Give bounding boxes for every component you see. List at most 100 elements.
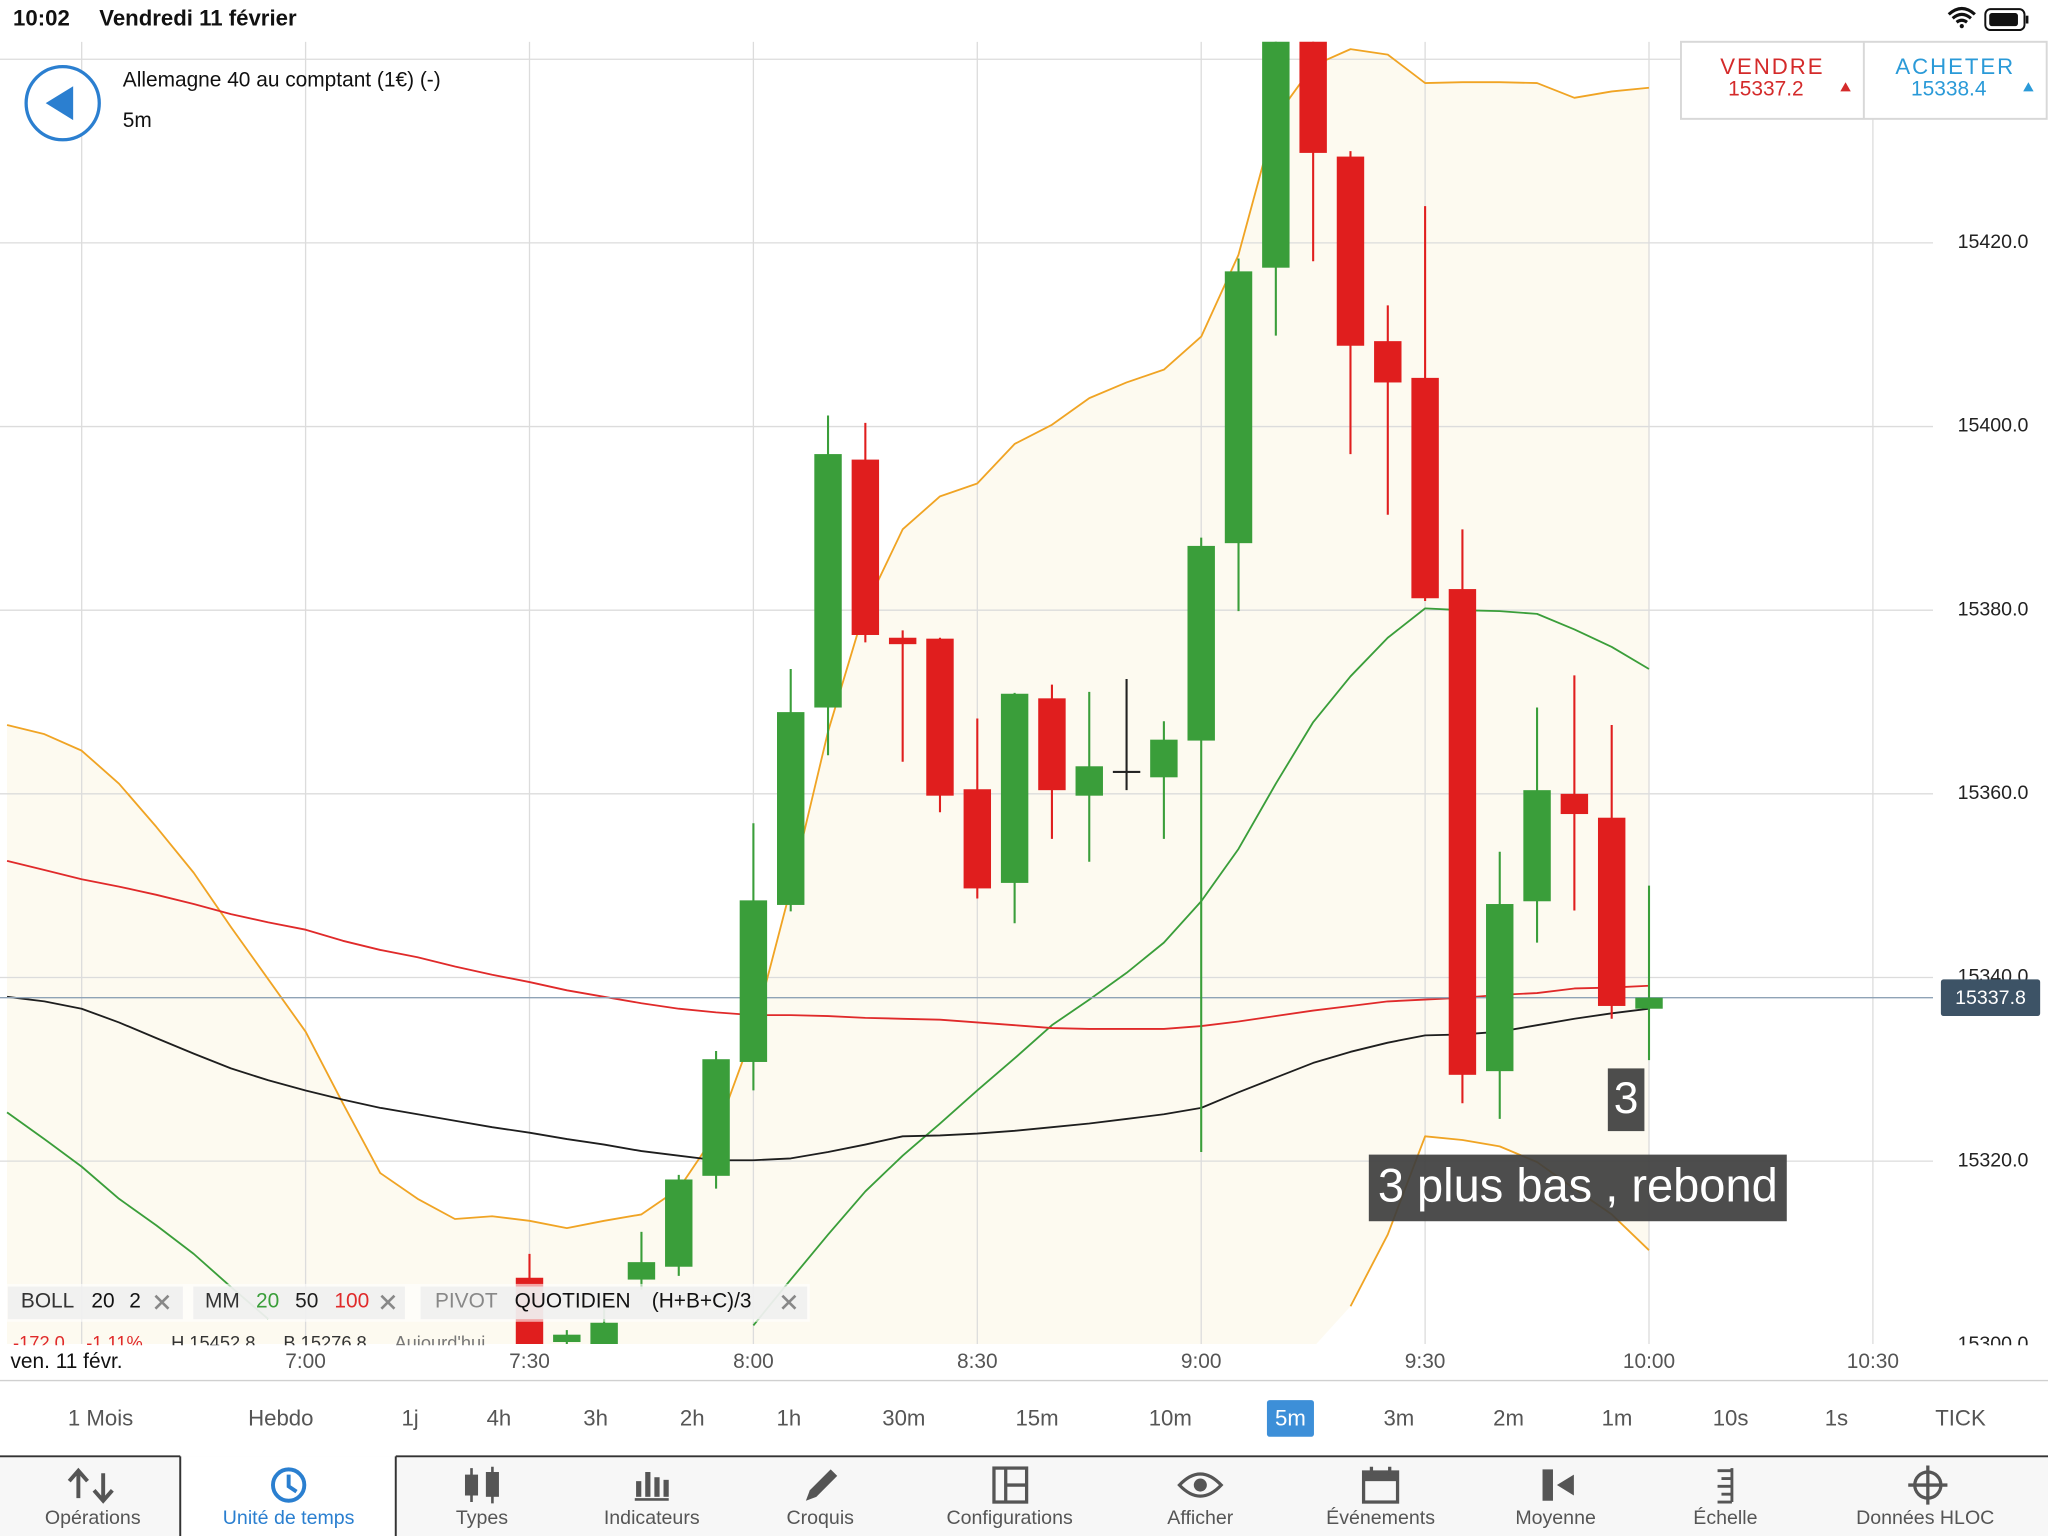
last-price-box (1940, 979, 2041, 1016)
battery-level (1989, 13, 2018, 27)
icon-scale[interactable] (1717, 1468, 1734, 1504)
toolbar-button[interactable]: Afficher (1167, 1507, 1233, 1529)
icon-indicators[interactable] (654, 1477, 660, 1497)
timeframe-option[interactable]: 3m (1383, 1406, 1414, 1431)
timeframe-option[interactable]: 1j (401, 1406, 418, 1431)
boll-chip-bg[interactable] (7, 1286, 183, 1320)
timeframe-option[interactable]: 10m (1149, 1406, 1192, 1431)
icon-layouts[interactable] (992, 1466, 1029, 1504)
candle-body (739, 900, 768, 1062)
timeframe-option[interactable]: 5m (1275, 1406, 1306, 1431)
toolbar-button[interactable]: Unité de temps (223, 1507, 355, 1529)
x-date-label: ven. 11 févr. (10, 1350, 122, 1373)
icon-indicators[interactable] (663, 1479, 669, 1497)
back-arrow[interactable] (45, 86, 74, 121)
timeframe-option[interactable]: 3h (583, 1406, 608, 1431)
timeframe-option[interactable]: 30m (882, 1406, 925, 1431)
y-tick-label: 15420.0 (1958, 231, 2029, 253)
toolbar-button[interactable]: Indicateurs (604, 1507, 700, 1529)
quote-panel: VENDRE 15337.2 ACHETER 15338.4 (1679, 40, 2048, 120)
toolbar-labels: Opérations Unité de temps Types Indicateurs… (45, 1506, 1994, 1529)
pivot-label[interactable]: PIVOT (435, 1290, 498, 1313)
header-timeframe: 5m (123, 109, 152, 132)
mm-chip-bg[interactable] (193, 1286, 405, 1320)
icon-layouts-lines[interactable] (1004, 1468, 1027, 1503)
legend-entry[interactable]: 100 (334, 1290, 369, 1313)
icon-average-arrow[interactable] (1556, 1474, 1574, 1496)
timeframe-option[interactable]: 2m (1493, 1406, 1524, 1431)
icon-display[interactable] (1177, 1472, 1224, 1498)
timeframe-option[interactable]: TICK (1935, 1406, 1986, 1431)
timeframe-option[interactable]: 1s (1825, 1406, 1848, 1431)
icon-display-pupil[interactable] (1193, 1478, 1207, 1492)
icon-indicators[interactable] (645, 1472, 651, 1497)
boll-param[interactable]: 2 (129, 1290, 141, 1313)
annotation-box (1368, 1154, 1787, 1222)
pivot-chip-bg[interactable] (420, 1286, 808, 1320)
timeframe-option[interactable]: 1m (1602, 1406, 1633, 1431)
toolbar-button[interactable]: Moyenne (1515, 1507, 1596, 1529)
stats-row: -172.0 -1.11% H 15452.8 B 15276.8 Aujour… (13, 1332, 485, 1353)
toolbar-button[interactable]: Données HLOC (1856, 1507, 1994, 1529)
candle-body (1224, 271, 1253, 544)
x-tick-label: 7:30 (509, 1350, 550, 1373)
timeframe-option[interactable]: 10s (1713, 1406, 1749, 1431)
icon-sketch[interactable] (805, 1469, 838, 1501)
timeframe-option[interactable]: Hebdo (248, 1406, 313, 1431)
remove-icon[interactable] (781, 1294, 797, 1310)
toolbar-button[interactable]: Types (456, 1507, 508, 1529)
y-tick-label: 15380.0 (1958, 598, 2029, 620)
icon-events-rings[interactable] (1369, 1466, 1392, 1475)
boll-chip[interactable]: BOLL 20 2 (7, 1286, 183, 1320)
x-tick-label: 8:30 (957, 1350, 998, 1373)
sell-label[interactable]: VENDRE (1720, 54, 1824, 79)
battery-tip (2025, 15, 2029, 24)
icon-average[interactable] (1542, 1469, 1553, 1501)
timeframe-option[interactable]: 1h (777, 1406, 802, 1431)
icon-types[interactable] (485, 1472, 499, 1497)
icon-time-hands[interactable] (286, 1474, 298, 1494)
x-tick-label: 10:00 (1623, 1350, 1675, 1373)
pivot-formula[interactable]: (H+B+C)/3 (652, 1290, 752, 1313)
timeframe-option[interactable]: 1 Mois (68, 1406, 133, 1431)
toolbar-button[interactable]: Événements (1326, 1506, 1435, 1529)
icon-time[interactable] (271, 1467, 307, 1503)
pivot-chip[interactable]: PIVOT QUOTIDIEN (H+B+C)/3 (420, 1286, 808, 1320)
icon-indicators[interactable] (636, 1481, 642, 1497)
sell-price[interactable]: 15337.2 (1728, 78, 1803, 101)
icon-types[interactable] (464, 1474, 479, 1496)
buy-button[interactable]: ACHETER 15338.4 (1895, 54, 2034, 101)
candle-body (814, 454, 842, 708)
toolbar-button[interactable]: Échelle (1693, 1506, 1757, 1529)
stat-period: Aujourd'hui (394, 1332, 485, 1353)
back-button[interactable] (24, 64, 101, 142)
icon-hloc-cross[interactable] (1908, 1465, 1948, 1505)
pivot-period[interactable]: QUOTIDIEN (515, 1290, 631, 1313)
timeframe-option[interactable]: 15m (1015, 1406, 1058, 1431)
toolbar-button[interactable]: Croquis (787, 1507, 855, 1529)
toolbar-button[interactable]: Configurations (947, 1507, 1073, 1529)
legend-entry[interactable]: 50 (295, 1290, 318, 1313)
candle-body (963, 789, 992, 889)
legend-entry[interactable]: 20 (256, 1290, 279, 1313)
mm-chip[interactable]: MM 20 50 100 (193, 1286, 405, 1320)
timeframe-option[interactable]: 4h (487, 1406, 512, 1431)
buy-price[interactable]: 15338.4 (1911, 78, 1986, 101)
icon-events-bar[interactable] (1363, 1472, 1398, 1482)
remove-icon[interactable] (380, 1294, 396, 1310)
sell-button[interactable]: VENDRE 15337.2 (1720, 54, 1851, 101)
x-tick-label: 9:00 (1181, 1350, 1222, 1373)
remove-icon[interactable] (154, 1294, 170, 1310)
boll-label[interactable]: BOLL (21, 1290, 74, 1313)
wifi-icon (1947, 6, 1976, 24)
candle-body (1075, 766, 1103, 796)
timeframe-option[interactable]: 2h (680, 1406, 705, 1431)
mm-label[interactable]: MM (205, 1290, 240, 1313)
boll-param[interactable]: 20 (91, 1290, 114, 1313)
icon-operations[interactable] (67, 1467, 114, 1504)
buy-label[interactable]: ACHETER (1895, 54, 2015, 79)
x-tick-label: 7:00 (285, 1350, 326, 1373)
toolbar-button[interactable]: Opérations (45, 1507, 141, 1529)
candle-body (1486, 904, 1514, 1072)
timeframe-selected[interactable] (1266, 1400, 1314, 1437)
